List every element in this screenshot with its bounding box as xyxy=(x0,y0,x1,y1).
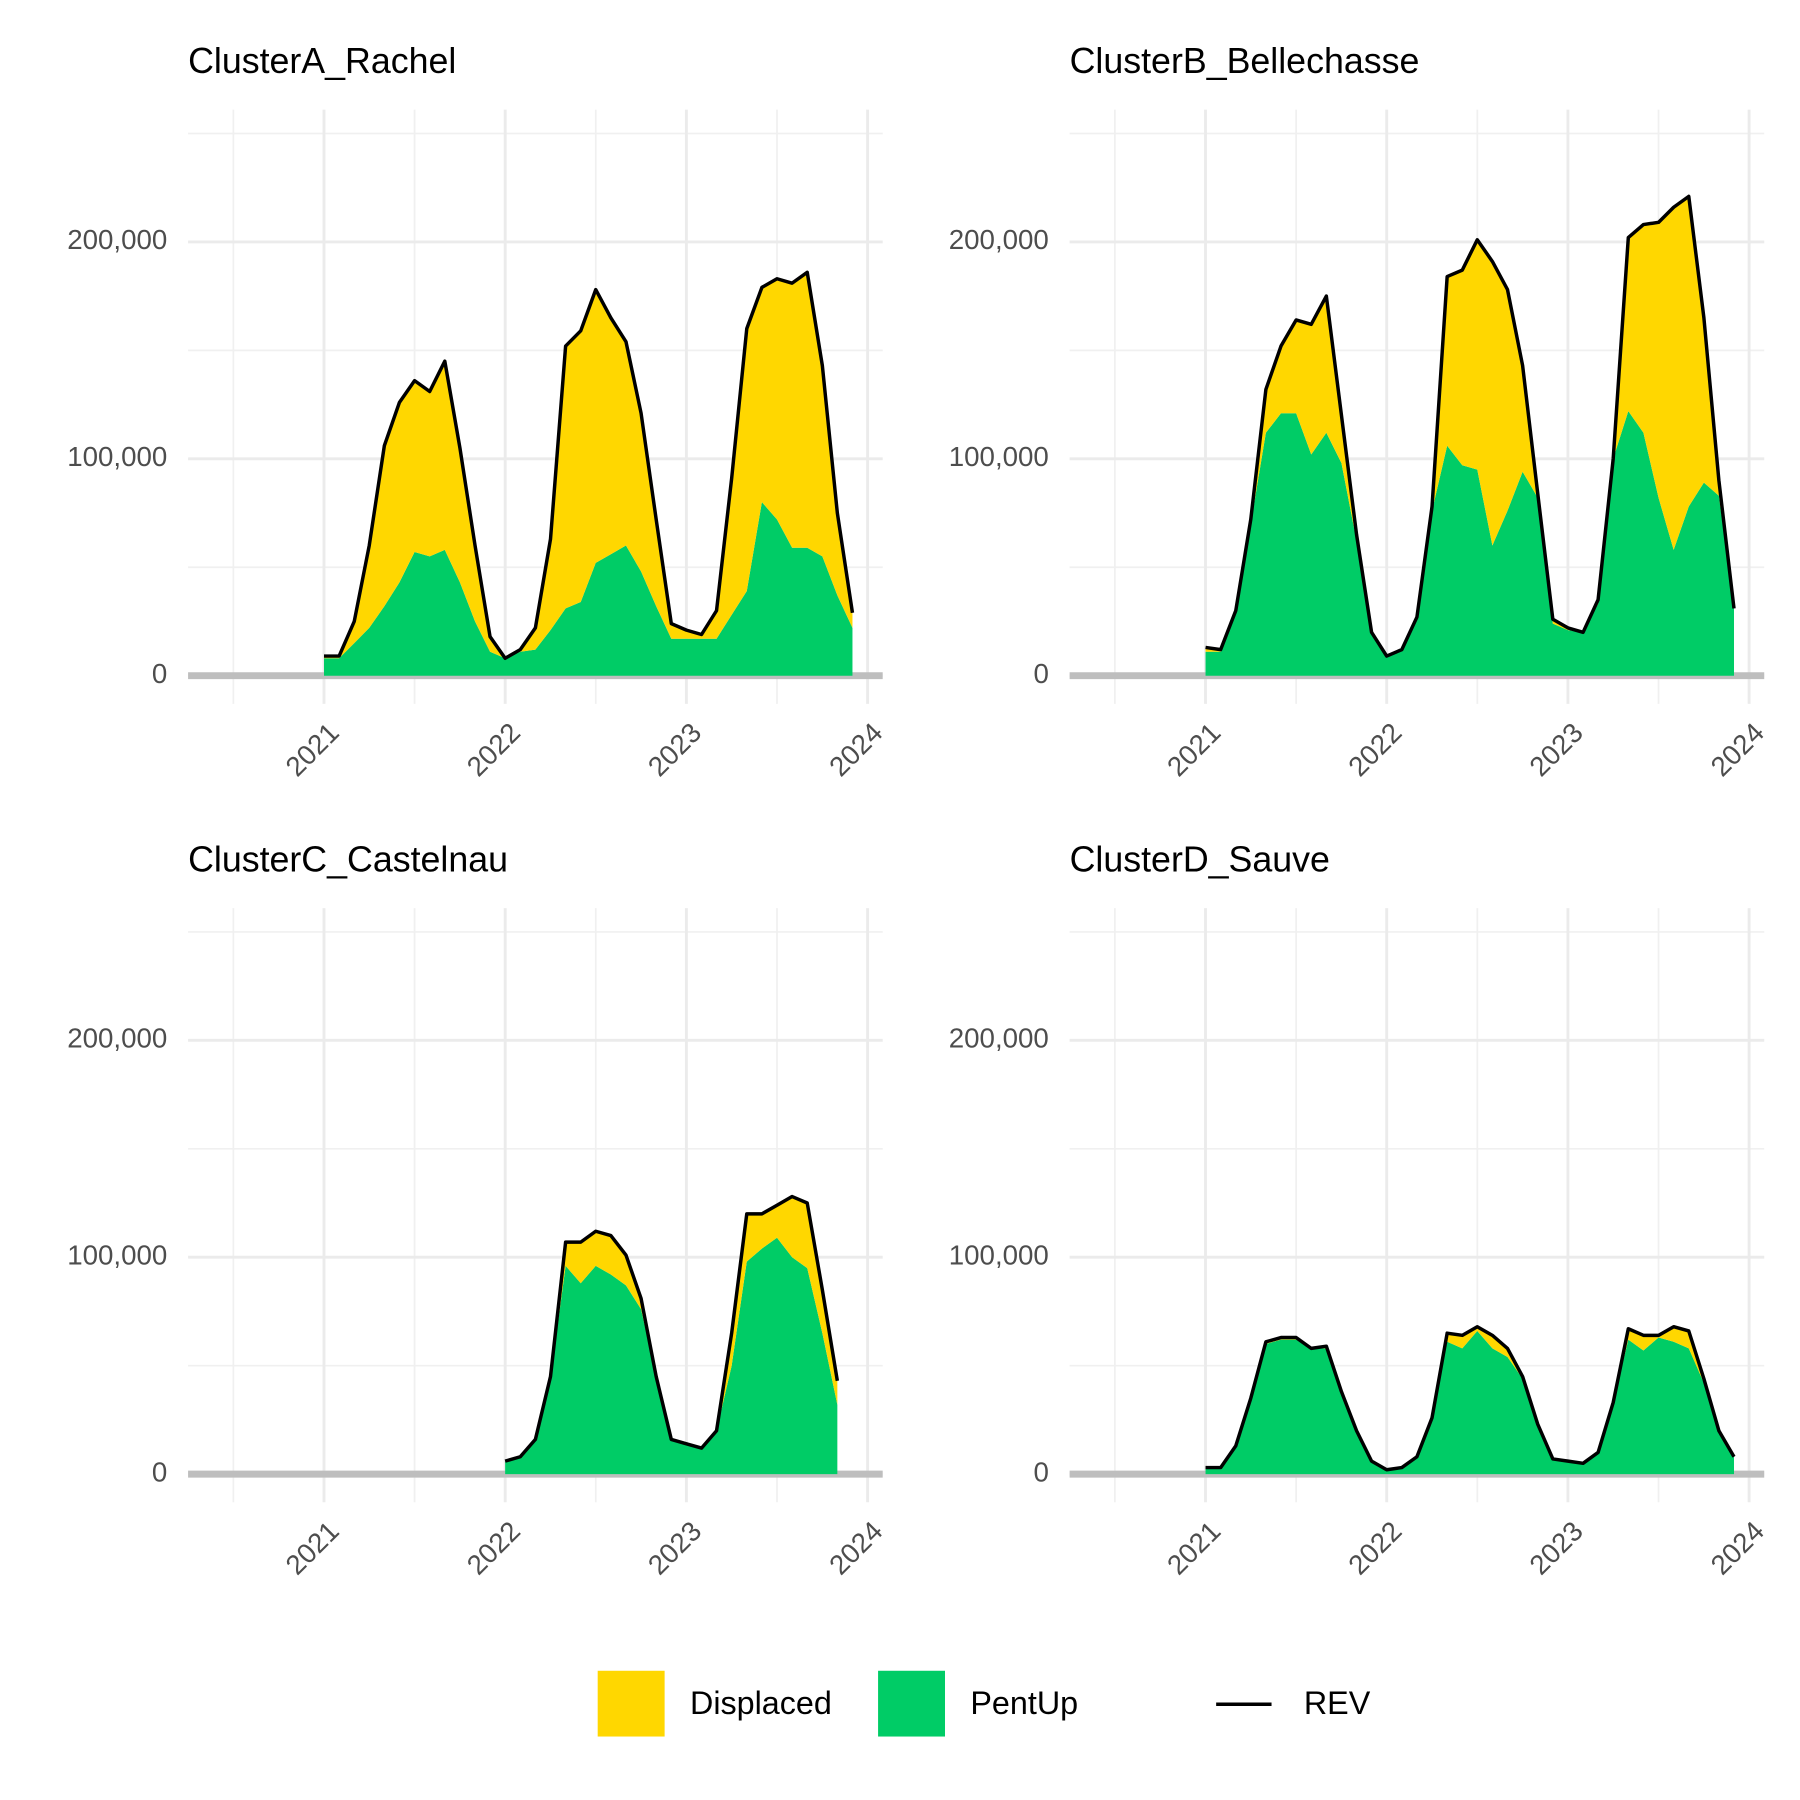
line xyxy=(1205,194,1736,658)
area xyxy=(1205,1330,1734,1475)
area xyxy=(1205,411,1734,676)
line xyxy=(1205,1324,1736,1472)
y-tick-label: 100,000 xyxy=(949,441,1049,472)
area xyxy=(505,1196,838,1462)
legend-swatch xyxy=(597,1670,665,1737)
legend-label: Displaced xyxy=(690,1685,832,1721)
line xyxy=(324,270,855,660)
area xyxy=(1205,196,1734,657)
chart-title: ClusterA_Rachel xyxy=(188,41,456,81)
y-tick-label: 200,000 xyxy=(67,1023,167,1054)
chart-title: ClusterB_Bellechasse xyxy=(1070,41,1420,81)
legend-swatch xyxy=(878,1670,945,1737)
area xyxy=(324,502,853,676)
y-tick-label: 0 xyxy=(1033,1456,1048,1487)
y-tick-label: 200,000 xyxy=(67,224,167,255)
area xyxy=(1205,1326,1734,1470)
area xyxy=(505,1237,838,1475)
chart-title: ClusterC_Castelnau xyxy=(188,839,508,879)
y-tick-label: 100,000 xyxy=(67,1240,167,1271)
area xyxy=(324,272,853,659)
chart-title: ClusterD_Sauve xyxy=(1070,839,1330,879)
legend-label: PentUp xyxy=(970,1685,1078,1721)
legend-label: REV xyxy=(1304,1685,1371,1721)
y-tick-label: 200,000 xyxy=(949,224,1049,255)
y-tick-label: 100,000 xyxy=(949,1240,1049,1271)
y-tick-label: 200,000 xyxy=(949,1023,1049,1054)
y-tick-label: 0 xyxy=(152,658,167,689)
line xyxy=(504,1194,840,1463)
y-tick-label: 0 xyxy=(152,1456,167,1487)
y-tick-label: 100,000 xyxy=(67,441,167,472)
y-tick-label: 0 xyxy=(1033,658,1048,689)
